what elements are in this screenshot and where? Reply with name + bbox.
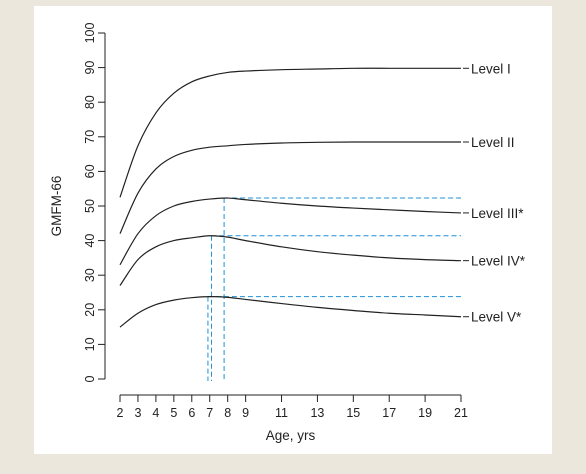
series-line-4 [119, 235, 462, 286]
x-tick-label: 2 [117, 406, 124, 420]
y-axis-title: GMFM-66 [49, 176, 64, 237]
x-tick-label: 8 [224, 406, 231, 420]
x-tick-label: 4 [152, 406, 159, 420]
series-line-5 [119, 296, 462, 328]
series-line-3 [119, 197, 462, 266]
x-tick-label: 6 [188, 406, 195, 420]
x-tick-label: 5 [170, 406, 177, 420]
x-tick-label: 7 [206, 406, 213, 420]
series-labels: Level I Level II Level III* Level IV* Level … [463, 61, 526, 325]
series-label: Level III* [471, 206, 524, 221]
x-tick-label: 21 [454, 406, 468, 420]
chart-panel: 0 10 20 30 40 50 60 70 80 90 100 2 3 4 5 6 7 8 9 11 13 15 17 19… [34, 6, 552, 454]
y-tick-label: 20 [83, 303, 97, 317]
y-tick-label: 40 [83, 234, 97, 248]
x-tick-label: 9 [242, 406, 249, 420]
y-tick-label: 80 [83, 95, 97, 109]
y-tick-label: 0 [83, 375, 97, 382]
y-tick-label: 50 [83, 199, 97, 213]
x-tick-label: 13 [310, 406, 324, 420]
y-tick-label: 30 [83, 268, 97, 282]
y-tick-label: 10 [83, 337, 97, 351]
curves [119, 67, 462, 328]
x-tick-label: 19 [418, 406, 432, 420]
x-tick-label: 11 [275, 406, 288, 420]
x-axis-title: Age, yrs [266, 428, 316, 443]
x-tick-label: 3 [134, 406, 141, 420]
y-tick-label: 100 [83, 23, 97, 44]
series-line-1 [119, 67, 461, 198]
x-tick-label: 15 [346, 406, 360, 420]
series-label: Level V* [471, 310, 522, 325]
y-tick-label: 70 [83, 130, 97, 144]
series-label: Level II [471, 135, 515, 150]
axes: 0 10 20 30 40 50 60 70 80 90 100 2 3 4 5 6 7 8 9 11 13 15 17 19… [83, 23, 468, 420]
gmfm-chart: 0 10 20 30 40 50 60 70 80 90 100 2 3 4 5 6 7 8 9 11 13 15 17 19… [49, 23, 526, 443]
series-line-2 [119, 141, 461, 234]
x-tick-label: 17 [382, 406, 396, 420]
y-tick-label: 60 [83, 164, 97, 178]
series-label: Level IV* [471, 254, 526, 269]
series-label: Level I [471, 61, 511, 76]
peak-guides [207, 197, 461, 381]
y-tick-label: 90 [83, 61, 97, 75]
